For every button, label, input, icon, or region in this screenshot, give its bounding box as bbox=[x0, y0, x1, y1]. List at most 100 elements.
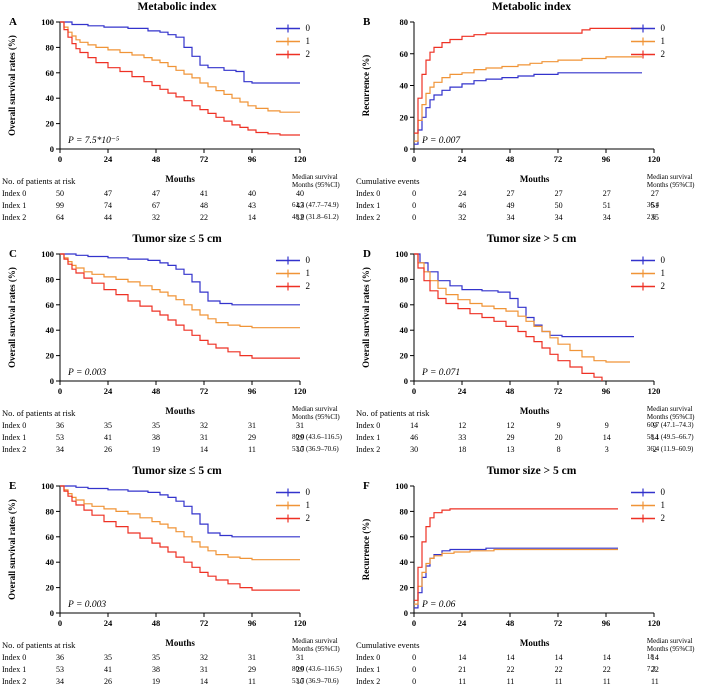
risk-value: 19 bbox=[152, 445, 160, 454]
risk-value: 32 bbox=[200, 421, 208, 430]
legend-item: 1 bbox=[275, 36, 310, 47]
legend-item: 2 bbox=[275, 49, 310, 60]
risk-value: 22 bbox=[506, 665, 515, 674]
x-tick-label: 120 bbox=[294, 386, 307, 396]
y-tick-label: 20 bbox=[46, 351, 55, 361]
survival-curve-0 bbox=[414, 547, 618, 609]
survival-curves bbox=[60, 21, 300, 136]
legend-line-symbol bbox=[630, 514, 655, 523]
row-label: Index 0 bbox=[2, 653, 27, 662]
median-value: 60.7 (47.1–74.3) bbox=[646, 421, 694, 429]
km-panel: A Metabolic index Overall survival rates… bbox=[0, 0, 354, 232]
y-tick-label: 100 bbox=[395, 249, 408, 259]
survival-curve-1 bbox=[60, 21, 300, 113]
legend-item: 2 bbox=[630, 513, 666, 524]
risk-value: 51 bbox=[602, 201, 611, 210]
risk-value: 43 bbox=[248, 201, 256, 210]
risk-value: 14 bbox=[200, 677, 208, 686]
risk-table-row: Index 2 0 32 34 34 34 35 2.6 bbox=[354, 213, 709, 225]
panel-title: Tumor size ≤ 5 cm bbox=[132, 465, 222, 477]
median-header: Median survival Months (95%CI) bbox=[292, 637, 340, 653]
plot-area: Overall survival rates (%) P = 0.003 0 20… bbox=[0, 245, 354, 405]
risk-value: 14 bbox=[410, 421, 419, 430]
risk-value: 3 bbox=[604, 445, 609, 454]
plot-area: Overall survival rates (%) P = 0.003 0 20… bbox=[0, 477, 354, 637]
panel-letter: B bbox=[363, 16, 371, 28]
y-tick-label: 40 bbox=[46, 557, 55, 567]
median-header: Median survival Months (95%CI) bbox=[647, 405, 695, 421]
legend-item: 2 bbox=[630, 49, 665, 60]
row-label: Index 0 bbox=[2, 189, 27, 198]
risk-value: 38 bbox=[152, 665, 160, 674]
risk-value: 46 bbox=[410, 433, 419, 442]
x-tick-label: 48 bbox=[152, 618, 161, 628]
median-header: Median survival Months (95%CI) bbox=[292, 173, 340, 189]
survival-curve-2 bbox=[414, 253, 603, 381]
risk-table-title: No. of patients at risk bbox=[2, 640, 76, 650]
risk-value: 36 bbox=[56, 421, 64, 430]
legend-label: 2 bbox=[660, 281, 666, 291]
risk-value: 31 bbox=[200, 433, 208, 442]
risk-value: 12 bbox=[296, 213, 304, 222]
risk-value: 0 bbox=[412, 201, 417, 210]
risk-value: 31 bbox=[248, 653, 256, 662]
risk-value: 34 bbox=[554, 213, 563, 222]
table-header-row: Cumulative events Mouths Median survival… bbox=[354, 173, 709, 189]
legend-line-symbol bbox=[630, 37, 655, 46]
x-tick-label: 96 bbox=[602, 618, 611, 628]
risk-value: 9 bbox=[556, 421, 561, 430]
km-panel: D Tumor size > 5 cm Overall survival rat… bbox=[354, 232, 709, 464]
x-tick-label: 72 bbox=[200, 386, 209, 396]
panel-title: Tumor size > 5 cm bbox=[486, 233, 577, 245]
legend-label: 1 bbox=[660, 500, 666, 510]
risk-value: 34 bbox=[602, 213, 611, 222]
x-tick-label: 120 bbox=[648, 154, 661, 164]
x-tick-label: 120 bbox=[648, 618, 661, 628]
panel-letter: E bbox=[9, 480, 17, 492]
survival-curve-1 bbox=[414, 56, 642, 142]
y-tick-label: 40 bbox=[400, 81, 409, 91]
table-header-row: No. of patients at risk Mouths Median su… bbox=[0, 173, 354, 189]
km-plot: Recurrence (%) P = 0.007 0 20 40 60 80 0 24 48 7… bbox=[361, 17, 661, 164]
risk-value: 20 bbox=[554, 433, 563, 442]
risk-table: Index 0 36 35 35 32 31 31 Index 1 53 41 38 31 29 29 80… bbox=[0, 421, 354, 457]
y-tick-label: 20 bbox=[46, 119, 55, 129]
median-value: 48.0 (31.8–61.2) bbox=[292, 213, 339, 221]
risk-table-row: Index 0 0 24 27 27 27 27 bbox=[354, 189, 709, 201]
plot-area: Overall survival rates (%) P = 0.071 0 20… bbox=[354, 245, 709, 405]
plot-area: Recurrence (%) P = 0.06 0 20 40 60 80 100 0 24 4… bbox=[354, 477, 709, 637]
risk-table-row: Index 2 64 44 32 22 14 12 48.0 (31.8–61.2) bbox=[0, 213, 354, 225]
risk-value: 38 bbox=[152, 433, 160, 442]
y-tick-label: 80 bbox=[400, 506, 409, 516]
survival-curve-2 bbox=[414, 27, 642, 134]
legend-line-symbol bbox=[275, 269, 300, 278]
panel-letter: D bbox=[363, 248, 371, 260]
table-header-row: No. of patients at risk Mouths Median su… bbox=[0, 637, 354, 653]
axes: 0 20 40 60 80 0 24 48 72 96 120 bbox=[400, 17, 661, 164]
x-tick-label: 72 bbox=[554, 618, 563, 628]
legend-label: 2 bbox=[660, 513, 666, 523]
risk-value: 14 bbox=[506, 653, 515, 662]
legend: 0 1 2 bbox=[630, 23, 666, 60]
risk-value: 27 bbox=[650, 189, 659, 198]
risk-value: 14 bbox=[458, 653, 467, 662]
legend-label: 0 bbox=[660, 23, 666, 33]
table-header-row: No. of patients at risk Mouths Median su… bbox=[0, 405, 354, 421]
axes: 0 20 40 60 80 100 0 24 48 72 96 120 bbox=[41, 481, 306, 628]
risk-table-row: Index 0 50 47 47 41 40 40 bbox=[0, 189, 354, 201]
y-tick-label: 0 bbox=[404, 376, 408, 386]
x-tick-label: 0 bbox=[412, 386, 416, 396]
risk-value: 51 bbox=[650, 201, 659, 210]
survival-curve-0 bbox=[414, 253, 634, 338]
risk-table-row: Index 2 30 18 13 8 3 2 36.4 (11.9–60.9) bbox=[354, 445, 709, 457]
legend: 0 1 2 bbox=[630, 255, 666, 292]
legend-label: 2 bbox=[305, 281, 311, 291]
x-axis-label: Mouths bbox=[165, 638, 195, 648]
legend-item: 1 bbox=[630, 268, 665, 279]
km-panel: B Metabolic index Recurrence (%) P = 0.0… bbox=[354, 0, 709, 232]
median-header-line1: Median survival bbox=[646, 637, 693, 645]
x-tick-label: 0 bbox=[412, 154, 416, 164]
survival-curves bbox=[414, 253, 634, 381]
risk-value: 48 bbox=[200, 201, 208, 210]
table-header-row: No. of patients at risk Mouths Median su… bbox=[354, 405, 709, 421]
